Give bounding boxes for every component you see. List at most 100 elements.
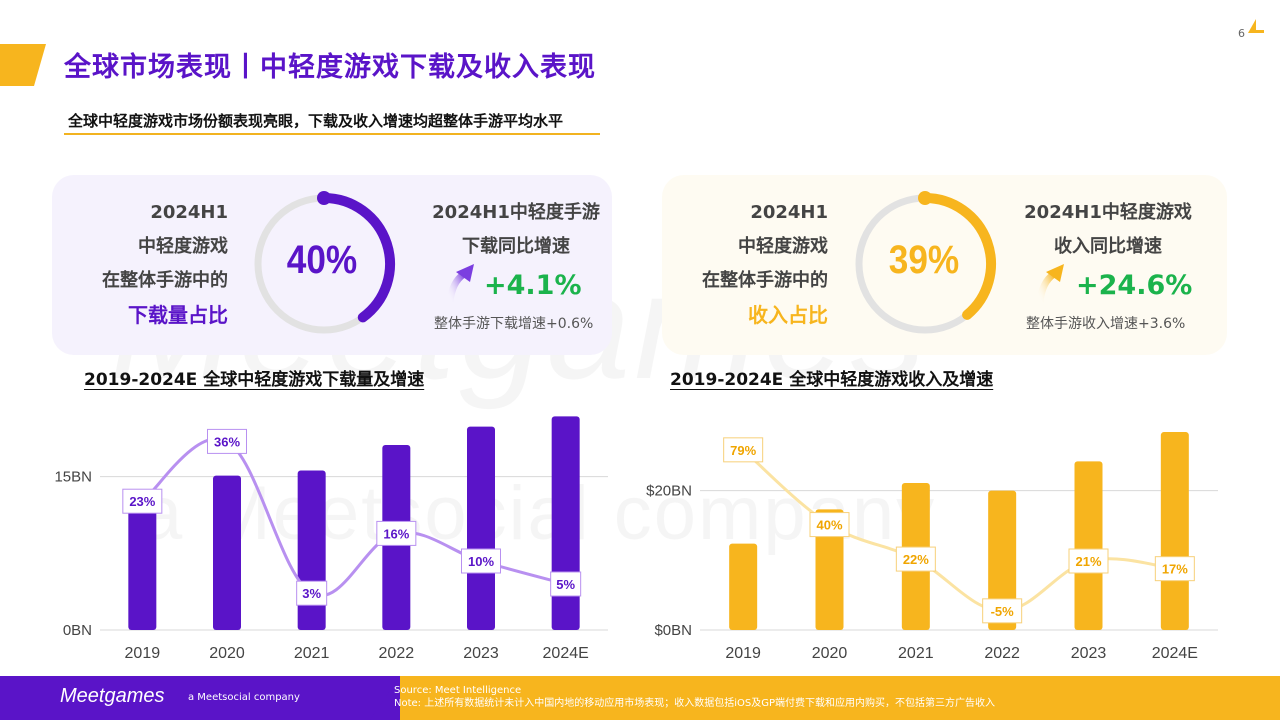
brand-corner-icon: [1248, 19, 1264, 33]
download-growth-label-line2: 下载同比增速: [462, 236, 570, 257]
growth-data-label: 3%: [296, 580, 328, 606]
bar: [128, 504, 157, 630]
y-tick-label: 0BN: [63, 622, 92, 639]
page-subtitle: 全球中轻度游戏市场份额表现亮眼，下载及收入增速均超整体手游平均水平: [68, 112, 564, 130]
download-growth-arrow-icon: [446, 264, 474, 304]
download-desc-line1: 2024H1: [150, 202, 228, 223]
revenue-share-gauge: [855, 191, 996, 334]
bar: [729, 543, 758, 630]
x-tick-label: 2021: [898, 645, 934, 662]
revenue-desc-line1: 2024H1: [750, 202, 828, 223]
download-share-value: 40%: [286, 238, 358, 282]
download-growth-note: 整体手游下载增速+0.6%: [434, 316, 594, 332]
bar: [1160, 432, 1189, 630]
growth-label-box: [982, 598, 1023, 624]
revenue-growth-label: 2024H1中轻度游戏 收入同比增速: [1018, 196, 1198, 264]
growth-data-label: 79%: [723, 437, 764, 463]
growth-label-text: 79%: [730, 443, 756, 458]
y-tick-label: 15BN: [54, 469, 92, 486]
download-desc-highlight: 下载量占比: [128, 303, 228, 327]
download-chart-title: 2019-2024E 全球中轻度游戏下载量及增速: [84, 370, 425, 390]
growth-label-text: 3%: [302, 586, 321, 601]
growth-data-label: 17%: [1154, 556, 1195, 582]
growth-label-text: 16%: [383, 526, 409, 541]
x-tick-label: 2019: [725, 645, 761, 662]
revenue-growth-label-line2: 收入同比增速: [1054, 236, 1162, 257]
growth-data-label: 5%: [550, 571, 582, 597]
bar: [551, 416, 580, 630]
growth-data-label: 40%: [809, 512, 850, 538]
title-accent-bar: [0, 44, 46, 86]
growth-data-label: -5%: [982, 598, 1023, 624]
footer: Meetgames a Meetsocial company Source: M…: [0, 676, 1280, 720]
growth-label-box: [122, 488, 163, 514]
footer-source: Source: Meet Intelligence Note: 上述所有数据统计…: [394, 684, 995, 710]
x-tick-label: 2022: [379, 645, 415, 662]
growth-label-box: [461, 548, 501, 574]
subtitle-underline: [64, 133, 600, 135]
download-desc-line3: 在整体手游中的: [102, 270, 228, 291]
footer-wedge: [370, 676, 400, 720]
growth-label-box: [1154, 556, 1195, 582]
download-bar-line-chart: 0BN 15BN 2019 2020 2021 2022 2023 2024E 23% 36% 3%…: [54, 416, 608, 662]
x-tick-label: 2020: [209, 645, 245, 662]
revenue-chart-title: 2019-2024E 全球中轻度游戏收入及增速: [670, 370, 994, 390]
growth-label-text: 17%: [1162, 562, 1188, 577]
growth-label-text: -5%: [991, 604, 1015, 619]
gauge-arc: [319, 193, 395, 323]
bar: [1074, 461, 1103, 630]
revenue-desc-line2: 中轻度游戏: [738, 236, 828, 257]
page-number: 6: [1238, 27, 1245, 40]
bar: [213, 475, 241, 630]
page-title: 全球市场表现丨中轻度游戏下载及收入表现: [64, 52, 596, 83]
bar: [467, 426, 495, 630]
growth-label-text: 10%: [468, 554, 494, 569]
growth-label-box: [376, 520, 417, 546]
download-growth-label: 2024H1中轻度手游 下载同比增速: [426, 196, 606, 264]
x-tick-label: 2022: [984, 645, 1020, 662]
growth-data-label: 36%: [207, 428, 247, 454]
revenue-growth-label-line1: 2024H1中轻度游戏: [1024, 202, 1192, 223]
growth-label-text: 23%: [129, 494, 155, 509]
download-desc-line2: 中轻度游戏: [138, 236, 228, 257]
revenue-growth-arrow-icon: [1036, 264, 1064, 304]
growth-label-text: 21%: [1075, 554, 1101, 569]
x-tick-label: 2024E: [1152, 645, 1198, 662]
growth-label-text: 22%: [903, 552, 929, 567]
y-tick-label: $20BN: [646, 483, 692, 500]
download-share-description: 2024H1 中轻度游戏 在整体手游中的 下载量占比: [60, 196, 228, 332]
footer-note-line: Note: 上述所有数据统计未计入中国内地的移动应用市场表现；收入数据包括iOS…: [394, 698, 995, 709]
bar: [815, 509, 844, 630]
footer-tagline: a Meetsocial company: [188, 692, 300, 703]
x-tick-label: 2024E: [543, 645, 589, 662]
growth-data-label: 22%: [895, 546, 936, 572]
growth-label-text: 40%: [816, 518, 842, 533]
revenue-share-description: 2024H1 中轻度游戏 在整体手游中的 收入占比: [660, 196, 828, 332]
x-tick-label: 2019: [125, 645, 161, 662]
footer-logo: Meetgames: [60, 685, 165, 707]
gauge-start-dot: [918, 191, 932, 205]
footer-purple-band: [0, 676, 400, 720]
footer-source-line: Source: Meet Intelligence: [394, 685, 522, 696]
download-kpi-panel: [52, 175, 612, 355]
revenue-growth-value: +24.6%: [1076, 270, 1193, 301]
growth-data-label: 16%: [376, 520, 417, 546]
x-tick-label: 2021: [294, 645, 330, 662]
revenue-growth-note: 整体手游收入增速+3.6%: [1026, 316, 1186, 332]
download-share-gauge: [254, 191, 395, 334]
download-growth-value: +4.1%: [484, 270, 582, 301]
growth-label-box: [1068, 548, 1109, 574]
growth-data-label: 10%: [461, 548, 501, 574]
footer-orange-band: [370, 676, 1280, 720]
growth-line: [742, 448, 1175, 613]
y-tick-label: $0BN: [654, 622, 692, 639]
growth-label-box: [550, 571, 582, 597]
gauge-arc: [920, 193, 996, 320]
growth-line: [141, 437, 567, 598]
revenue-share-value: 39%: [888, 238, 960, 282]
revenue-desc-highlight: 收入占比: [748, 303, 828, 327]
revenue-desc-line3: 在整体手游中的: [702, 270, 828, 291]
growth-label-box: [207, 428, 247, 454]
growth-label-box: [895, 546, 936, 572]
download-growth-label-line1: 2024H1中轻度手游: [432, 202, 600, 223]
